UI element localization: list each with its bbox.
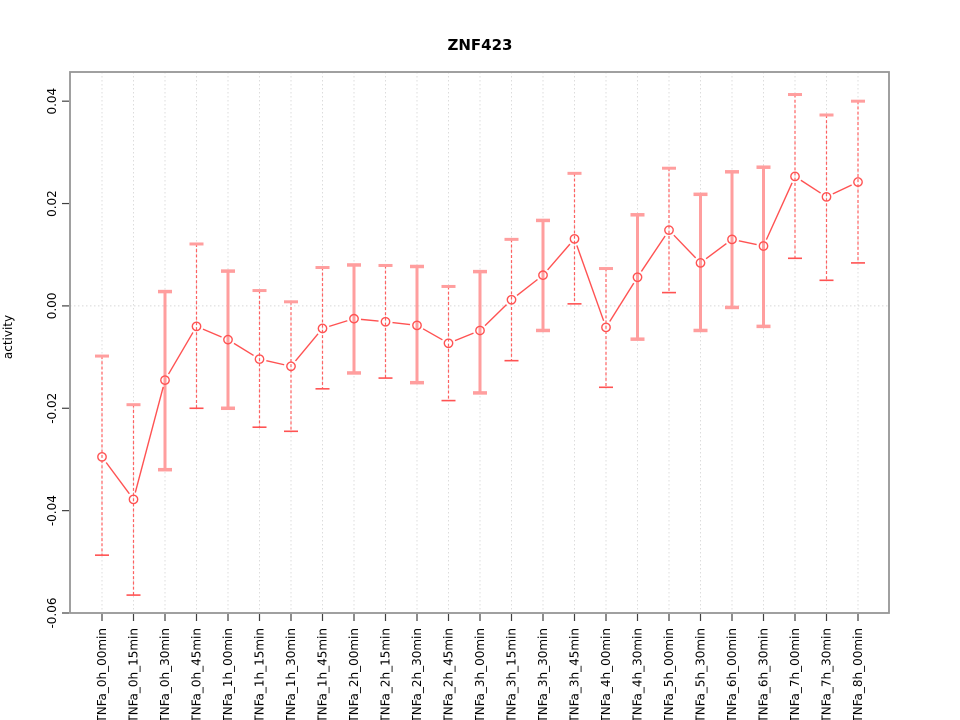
series-segment (800, 179, 822, 194)
y-tick-label: 0.00 (45, 293, 59, 320)
x-tick-label: TNFa_8h_00min (851, 628, 865, 720)
x-tick-label: TNFa_2h_00min (347, 628, 361, 720)
y-axis-title: activity (1, 314, 15, 360)
series-segment (392, 321, 411, 326)
data-point (128, 494, 139, 505)
data-point (475, 325, 485, 336)
data-point (727, 234, 737, 245)
x-tick-label: TNFa_2h_45min (442, 628, 456, 720)
y-tick-label: 0.04 (45, 88, 59, 115)
x-tick-label: TNFa_1h_00min (221, 628, 235, 720)
data-point (821, 191, 832, 202)
series-segment (360, 318, 379, 322)
x-tick-label: TNFa_1h_30min (284, 628, 298, 720)
series-segment (640, 235, 666, 272)
series-segment (328, 320, 348, 328)
series-segment (547, 243, 571, 271)
data-point (317, 323, 328, 334)
series-segment (202, 328, 222, 338)
data-point (632, 272, 643, 283)
x-tick-label: TNFa_3h_00min (473, 628, 487, 720)
data-point (601, 322, 611, 333)
series-segment (294, 333, 319, 362)
series-segment (105, 462, 130, 495)
series-segment (266, 360, 285, 366)
y-tick-label: -0.06 (45, 597, 59, 628)
x-tick-label: TNFa_4h_30min (631, 628, 645, 720)
x-tick-label: TNFa_0h_15min (127, 628, 141, 720)
x-tick-label: TNFa_0h_30min (158, 628, 172, 720)
x-tick-label: TNFa_2h_30min (410, 628, 424, 720)
series-segment (765, 182, 793, 240)
x-tick-label: TNFa_5h_30min (694, 628, 708, 720)
data-point (349, 313, 359, 324)
data-point (506, 294, 517, 305)
data-point (223, 334, 233, 345)
data-point (191, 321, 202, 332)
series-segment (705, 242, 727, 260)
x-tick-label: TNFa_1h_45min (316, 628, 330, 720)
data-point (443, 338, 454, 349)
series-segment (609, 282, 635, 322)
data-point (254, 354, 265, 365)
x-tick-label: TNFa_3h_15min (505, 628, 519, 720)
y-tick-label: -0.04 (45, 495, 59, 526)
chart-title: ZNF423 (447, 36, 513, 54)
series-segment (134, 386, 164, 493)
x-tick-label: TNFa_2h_15min (379, 628, 393, 720)
data-point (380, 316, 391, 327)
data-point (758, 241, 769, 251)
plot-frame (69, 71, 890, 614)
data-point (538, 270, 548, 281)
data-point (286, 361, 296, 372)
series-segment (233, 342, 254, 357)
data-point (853, 177, 863, 187)
series-segment (673, 234, 697, 259)
series-segment (484, 304, 507, 327)
data-point (97, 451, 107, 462)
series-segment (832, 184, 852, 195)
y-tick-label: -0.02 (45, 393, 59, 424)
x-tick-label: TNFa_0h_00min (95, 628, 109, 720)
data-point (695, 258, 706, 268)
x-tick-label: TNFa_3h_45min (568, 628, 582, 720)
series-segment (422, 328, 443, 341)
data-point (160, 375, 170, 386)
x-tick-label: TNFa_6h_30min (757, 628, 771, 720)
x-tick-label: TNFa_7h_00min (788, 628, 802, 720)
data-point (412, 320, 422, 331)
x-tick-label: TNFa_3h_30min (536, 628, 550, 720)
data-point (790, 171, 800, 182)
series-segment (738, 240, 757, 246)
data-point (664, 225, 674, 236)
x-tick-label: TNFa_0h_45min (190, 628, 204, 720)
data-point (569, 233, 580, 244)
x-tick-label: TNFa_1h_15min (253, 628, 267, 720)
series-segment (167, 332, 194, 375)
series-segment (576, 245, 605, 322)
x-tick-label: TNFa_7h_30min (820, 628, 834, 720)
series-segment (454, 332, 474, 342)
series-segment (516, 278, 538, 297)
x-tick-label: TNFa_5h_00min (662, 628, 676, 720)
x-tick-label: TNFa_4h_00min (599, 628, 613, 720)
y-tick-label: 0.02 (45, 190, 59, 217)
x-tick-label: TNFa_6h_00min (725, 628, 739, 720)
